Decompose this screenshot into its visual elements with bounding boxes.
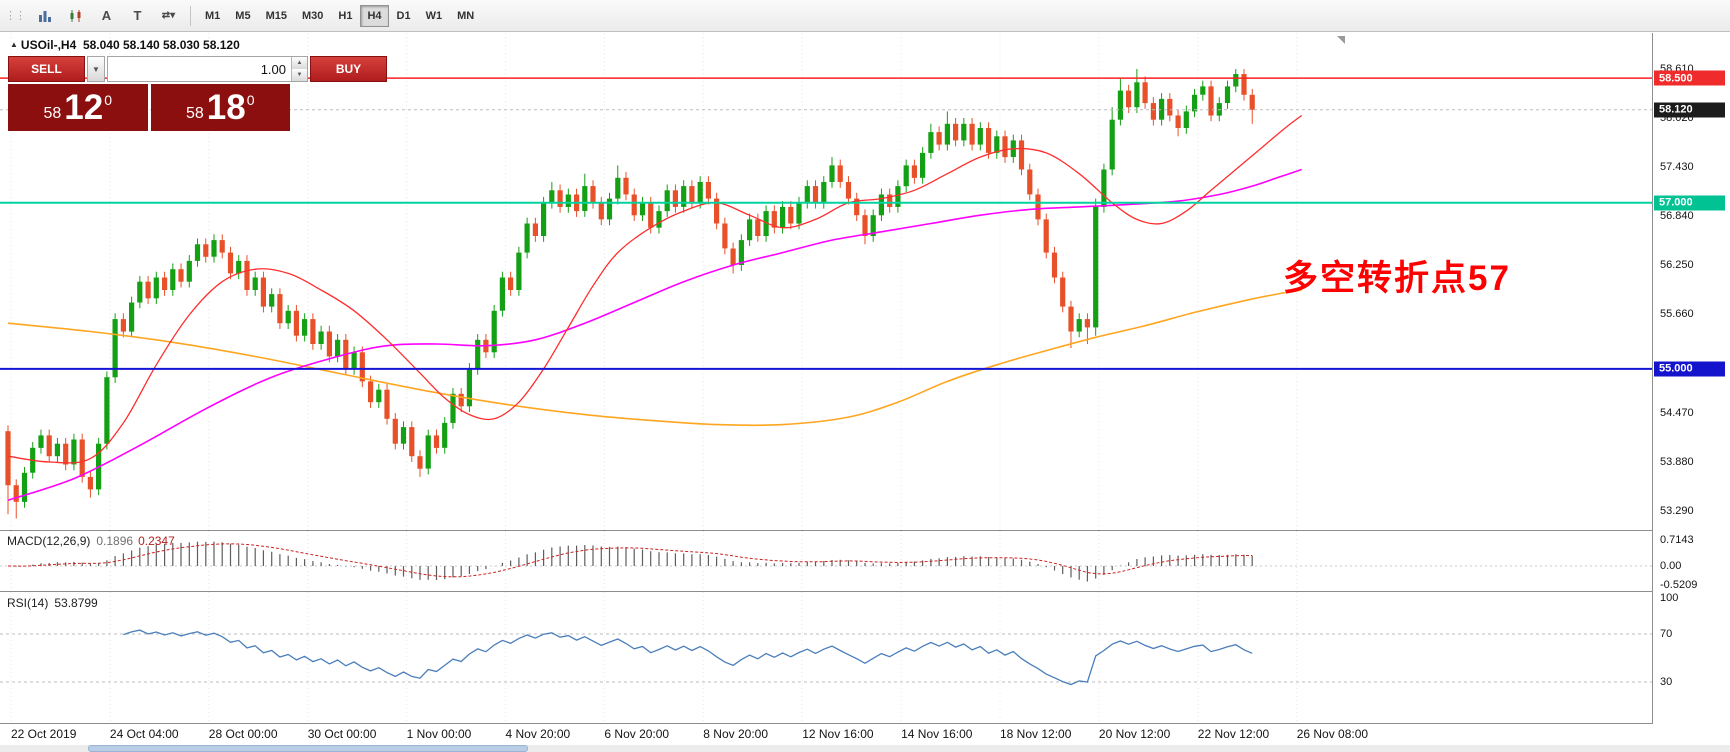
date-axis-label: 22 Oct 2019	[11, 727, 77, 741]
rsi-panel-title: RSI(14) 53.8799	[7, 596, 98, 610]
volume-up-icon[interactable]: ▲	[291, 57, 307, 69]
ask-price-display[interactable]: 58 18 0	[150, 84, 290, 131]
price-axis-label: 54.470	[1660, 407, 1694, 419]
price-axis-badge: 55.000	[1654, 361, 1725, 377]
macd-signal-line	[7, 543, 1253, 578]
timeframe-button-h4[interactable]: H4	[360, 4, 389, 27]
price-axis-label: 57.430	[1660, 161, 1694, 173]
horizontal-scrollbar[interactable]	[0, 745, 1730, 752]
bid-pips: 12	[64, 88, 104, 127]
rsi-axis-label: 70	[1660, 628, 1673, 640]
timeframe-button-m5[interactable]: M5	[235, 9, 251, 22]
macd-axis-label: -0.5209	[1660, 578, 1698, 591]
price-axis-badge: 58.120	[1654, 102, 1725, 118]
main-macd-separator[interactable]	[0, 530, 1730, 531]
date-axis-label: 22 Nov 12:00	[1197, 727, 1270, 741]
macd-title-label: MACD(12,26,9)	[7, 534, 91, 548]
symbol-marker-icon: ▲	[10, 40, 18, 49]
macd-rsi-separator[interactable]	[0, 591, 1730, 592]
macd-histogram	[15, 541, 1253, 582]
template-tool-icon[interactable]: T	[133, 8, 142, 23]
date-axis-label: 8 Nov 20:00	[703, 727, 769, 741]
chart-annotation-text: 多空转折点57	[1283, 259, 1511, 298]
text-tool-icon[interactable]: A	[101, 8, 112, 23]
timeframe-button-w1[interactable]: W1	[425, 9, 443, 22]
ma-red-line	[7, 114, 1303, 464]
date-axis-label: 18 Nov 12:00	[1000, 727, 1072, 741]
date-axis-label: 28 Oct 00:00	[208, 727, 278, 741]
macd-value-main: 0.1896	[96, 534, 134, 548]
date-axis-label: 6 Nov 20:00	[604, 727, 670, 741]
rsi-line	[123, 629, 1253, 686]
price-axis-badge: 57.000	[1654, 195, 1725, 211]
price-axis-label: 56.250	[1660, 259, 1694, 272]
symbol-ohlc: 58.040 58.140 58.030 58.120	[82, 38, 240, 52]
bar-chart-icon[interactable]	[30, 3, 59, 29]
price-axis-badge: 58.500	[1654, 70, 1725, 86]
toolbar: ⋮⋮ A T ⇄▾ M1 M5 M15 M30 H1 H4 D1 W1 MN	[0, 0, 1730, 32]
rsi-axis-label: 30	[1660, 676, 1673, 688]
date-axis-label: 12 Nov 16:00	[802, 727, 874, 741]
bid-price-display[interactable]: 58 12 0	[8, 84, 148, 131]
date-axis-label: 1 Nov 00:00	[406, 727, 472, 741]
price-axis-label: 53.290	[1660, 505, 1694, 517]
date-axis-label: 14 Nov 16:00	[901, 727, 973, 741]
candles	[5, 69, 1255, 519]
volume-stepper: ▲ ▼	[291, 57, 307, 81]
price-axis-label: 56.840	[1660, 210, 1694, 223]
price-axis-label: 53.880	[1660, 456, 1694, 468]
timeframe-button-m1[interactable]: M1	[205, 9, 221, 22]
horizontal-scrollbar-thumb[interactable]	[88, 745, 528, 752]
volume-down-icon[interactable]: ▼	[291, 69, 307, 81]
objects-cycle-icon[interactable]: ⇄▾	[161, 10, 176, 21]
date-axis-label: 26 Nov 08:00	[1296, 727, 1369, 741]
timeframe-button-m15[interactable]: M15	[265, 9, 287, 22]
buy-button[interactable]: BUY	[310, 56, 387, 82]
timeframe-button-h1[interactable]: H1	[338, 9, 353, 22]
date-axis[interactable]: 22 Oct 2019 24 Oct 04:00 28 Oct 00:00 30 Oc…	[0, 724, 1652, 744]
chart-shift-marker-icon[interactable]	[1337, 36, 1345, 44]
symbol-info: ▲ USOil-,H4 58.040 58.140 58.030 58.120	[10, 38, 240, 52]
timeframe-button-mn[interactable]: MN	[457, 9, 475, 22]
timeframe-button-m30[interactable]: M30	[301, 9, 324, 22]
bid-whole: 58	[43, 104, 62, 122]
candlestick-chart-icon[interactable]	[61, 3, 90, 29]
one-click-trade-panel: SELL ▼ ▲ ▼ BUY 58 12 0 58 18 0	[8, 56, 387, 131]
sell-button[interactable]: SELL	[8, 56, 85, 82]
date-axis-label: 30 Oct 00:00	[307, 727, 377, 741]
rsi-value: 53.8799	[54, 596, 98, 610]
volume-input[interactable]	[108, 57, 291, 81]
date-axis-label: 24 Oct 04:00	[109, 727, 179, 741]
ma-orange-line	[7, 289, 1302, 427]
ask-whole: 58	[185, 104, 204, 122]
volume-dropdown-icon[interactable]: ▼	[87, 56, 105, 82]
toolbar-drag-handle[interactable]: ⋮⋮	[5, 10, 26, 22]
price-axis-label: 55.660	[1660, 308, 1694, 321]
ask-fraction: 0	[246, 91, 255, 108]
price-axis[interactable]: 58.610 58.020 57.430 56.840 56.250 55.660 54.4…	[1652, 33, 1730, 724]
macd-value-signal: 0.2347	[138, 534, 175, 548]
rsi-panel-canvas[interactable]	[0, 592, 1652, 723]
toolbar-icons: A T ⇄▾	[30, 3, 183, 29]
rsi-title-label: RSI(14)	[7, 596, 49, 610]
timeframe-group: M1 M5 M15 M30 H1 H4 D1 W1 MN	[198, 4, 481, 27]
rsi-axis-label: 100	[1660, 592, 1679, 604]
toolbar-separator	[190, 5, 191, 26]
date-axis-label: 20 Nov 12:00	[1098, 727, 1171, 741]
ask-pips: 18	[206, 88, 246, 127]
symbol-name: USOil-,H4	[20, 38, 77, 52]
main-grid	[10, 33, 1298, 530]
macd-panel-title: MACD(12,26,9) 0.1896 0.2347	[7, 534, 175, 548]
date-axis-label: 4 Nov 20:00	[505, 727, 571, 741]
rsi-dateaxis-separator	[0, 723, 1730, 724]
bid-fraction: 0	[104, 91, 113, 108]
macd-axis-label: 0.00	[1660, 560, 1682, 572]
macd-axis-label: 0.7143	[1660, 534, 1694, 547]
timeframe-button-d1[interactable]: D1	[396, 9, 411, 22]
macd-panel-canvas[interactable]	[0, 531, 1652, 591]
